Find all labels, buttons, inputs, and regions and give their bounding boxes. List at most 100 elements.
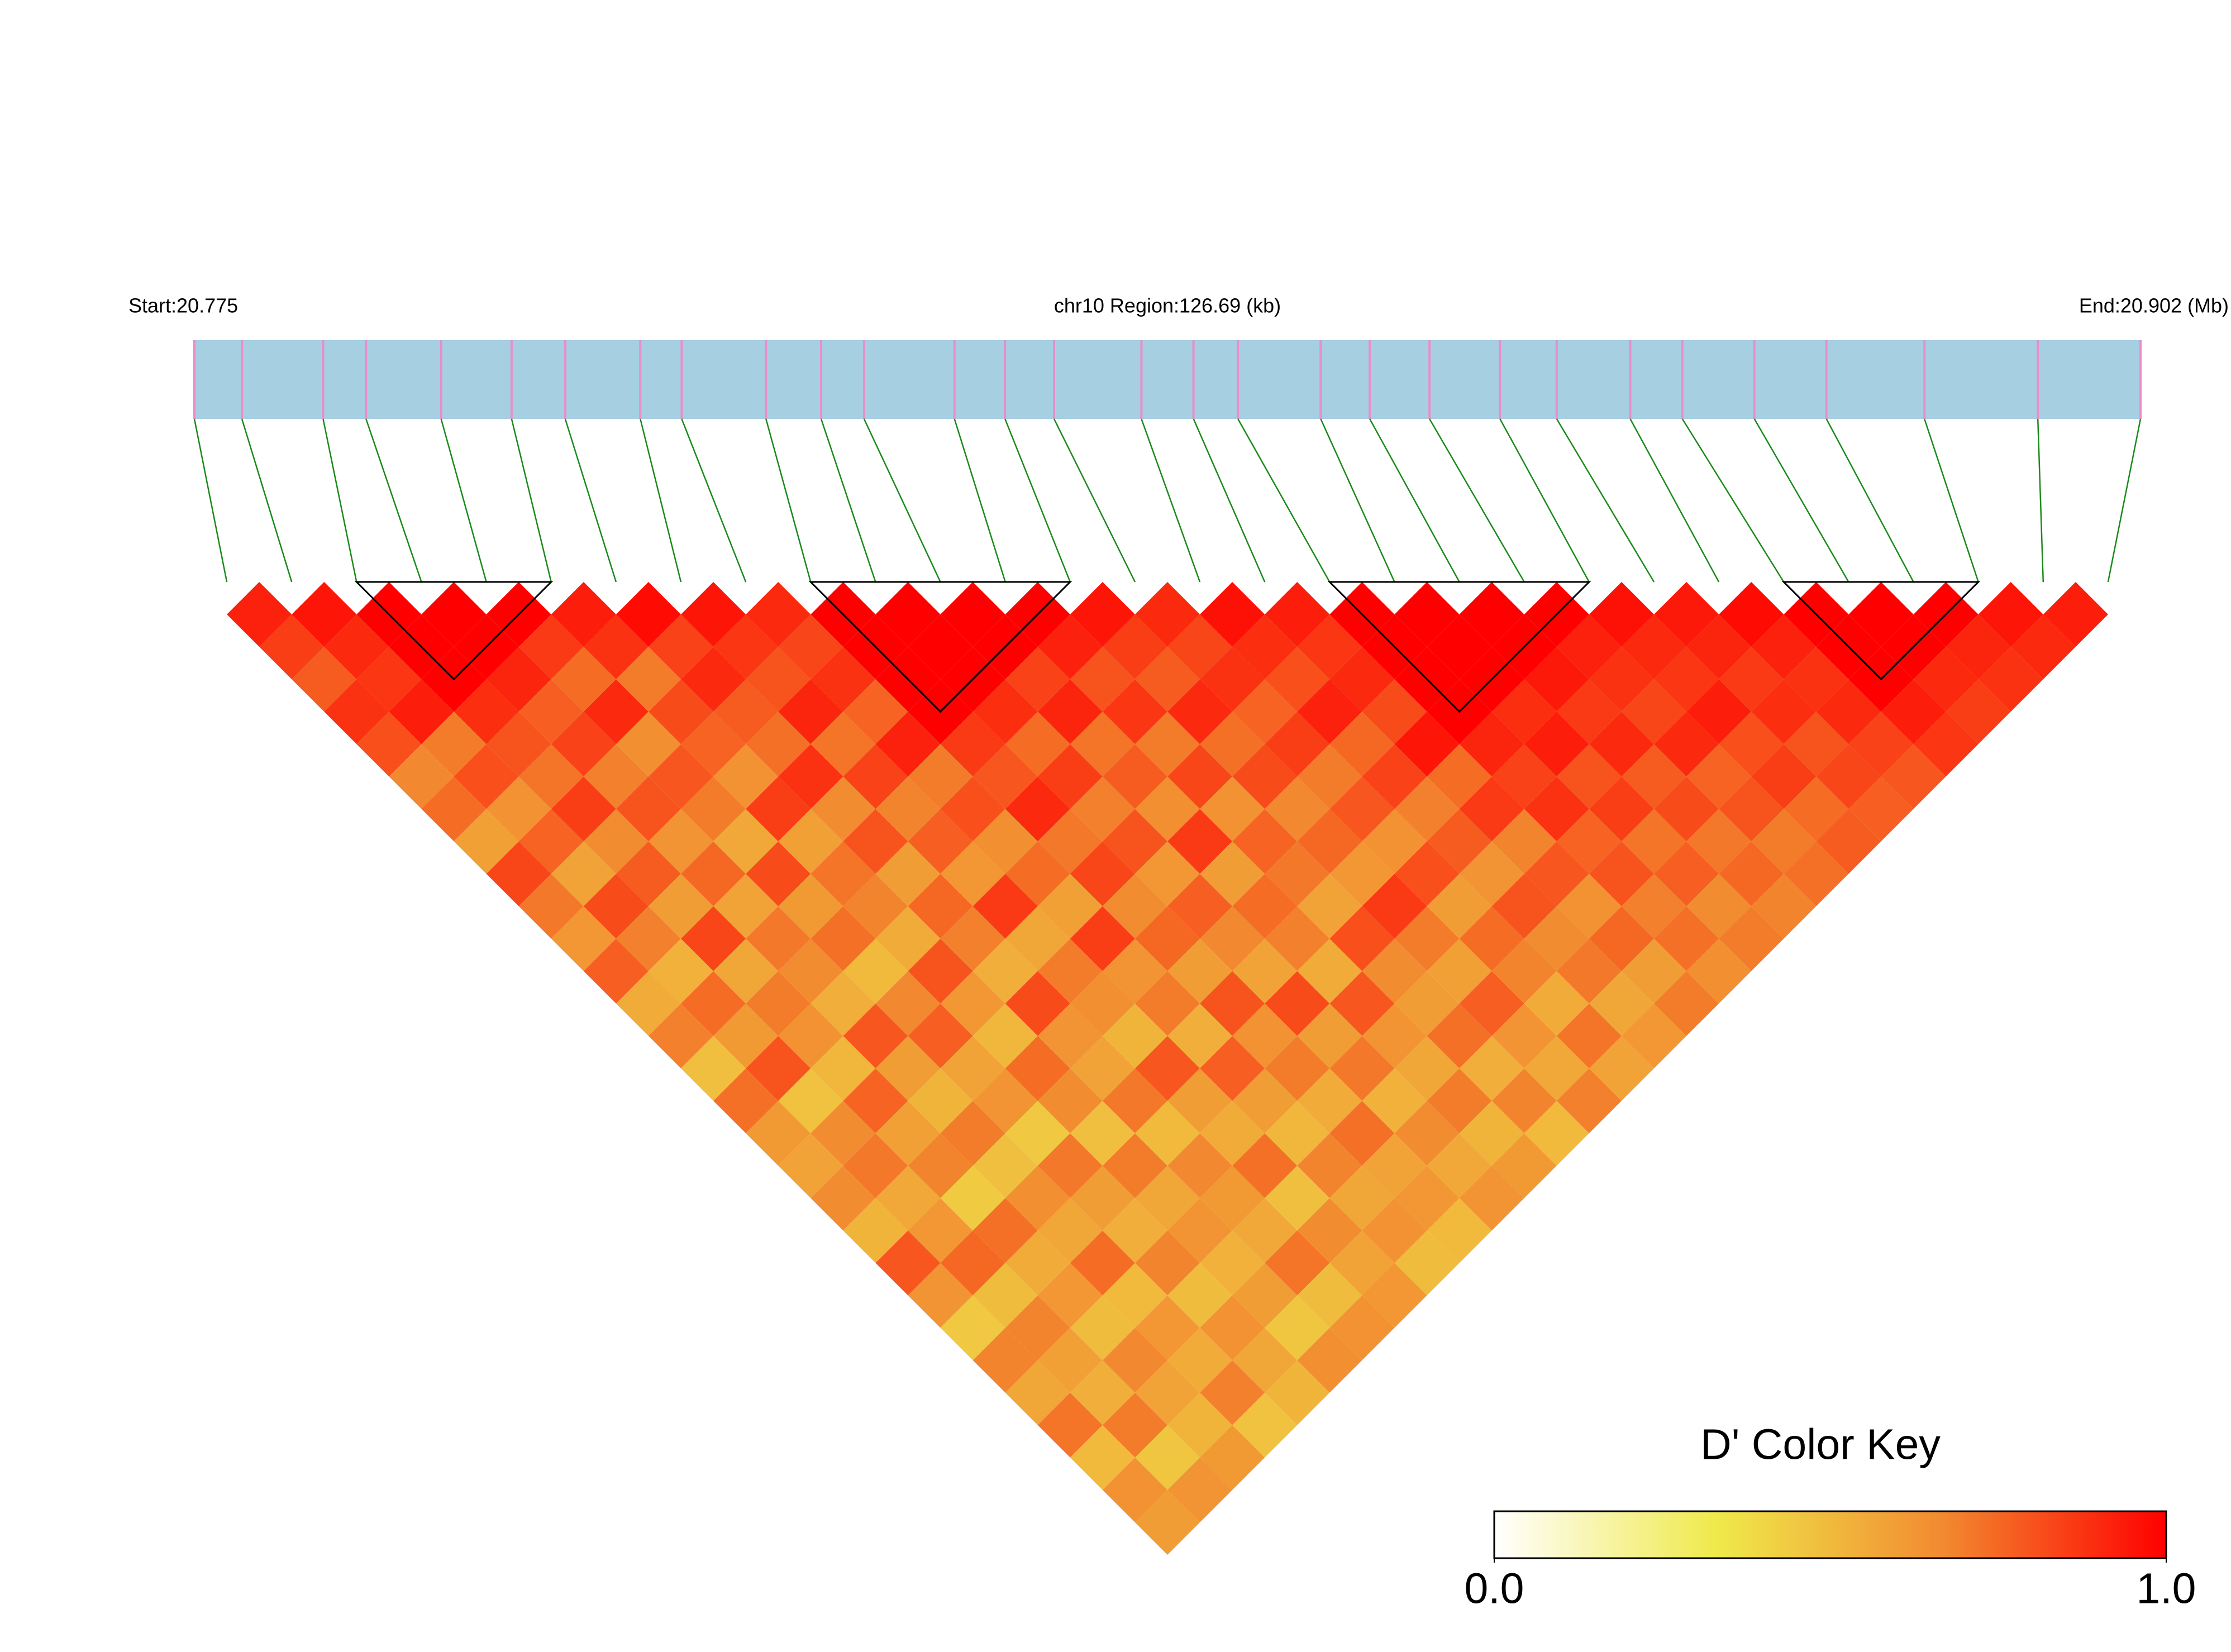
ld-cell <box>1005 971 1070 1036</box>
ld-cell <box>1589 1035 1654 1101</box>
ld-cell <box>1556 938 1622 1004</box>
ld-cell <box>1167 679 1233 744</box>
ld-cell <box>1329 1035 1395 1101</box>
ld-cell <box>1686 744 1752 809</box>
ld-cell <box>1719 776 1784 842</box>
ld-cell <box>973 1198 1038 1263</box>
ld-cell <box>518 809 584 874</box>
ld-cell <box>1005 1035 1070 1101</box>
ld-cell <box>1719 906 1784 971</box>
snp-link <box>1825 418 1914 583</box>
ld-cell <box>518 679 584 744</box>
ld-cell <box>1232 1003 1298 1068</box>
snp-link <box>440 418 487 583</box>
start-label: Start:20.775 <box>128 294 238 317</box>
ld-cell <box>1005 1230 1070 1296</box>
snp-link <box>1141 418 1201 583</box>
ld-cell <box>1589 841 1654 906</box>
ld-cell <box>1037 1198 1103 1263</box>
ld-cell <box>1784 712 1849 777</box>
ld-cell <box>1427 809 1492 874</box>
ld-cell <box>1265 776 1330 842</box>
snp-link <box>820 418 876 583</box>
ld-cell <box>1134 712 1200 777</box>
ld-cell <box>1784 647 1849 712</box>
ld-cell <box>1134 1101 1200 1166</box>
ld-cell <box>324 679 389 744</box>
ld-cell <box>1102 679 1167 744</box>
ld-cell <box>1589 582 1654 647</box>
ld-cell <box>1200 712 1265 777</box>
snp-link <box>1193 418 1266 583</box>
ld-cell <box>1102 809 1167 874</box>
ld-cell <box>1200 647 1265 712</box>
ld-cell <box>1005 1166 1070 1231</box>
ld-cell <box>1070 1360 1135 1425</box>
ld-cell <box>1491 809 1557 874</box>
ld-cell <box>973 1328 1038 1393</box>
ld-cell <box>1816 809 1881 874</box>
chart-title: chr10 Region:126.69 (kb) <box>1054 294 1281 317</box>
ld-cell <box>1491 938 1557 1004</box>
ld-cell <box>518 873 584 939</box>
ld-cell <box>1654 776 1719 842</box>
ld-cell <box>1200 582 1265 647</box>
snp-link <box>2107 418 2142 583</box>
ld-cell <box>1524 971 1589 1036</box>
colorbar-title: D' Color Key <box>1700 1420 1941 1468</box>
colorbar <box>1493 1510 2167 1559</box>
ld-cell <box>1491 1003 1557 1068</box>
ld-cell <box>1167 809 1233 874</box>
snp-link <box>1753 418 1849 583</box>
ld-cell <box>1329 906 1395 971</box>
ld-cell <box>1265 582 1330 647</box>
ld-cell <box>1589 776 1654 842</box>
ld-cell <box>1265 647 1330 712</box>
ld-cell <box>1200 841 1265 906</box>
ld-cell <box>908 1198 973 1263</box>
ld-cell <box>1394 1230 1460 1296</box>
ld-cell <box>1978 647 2043 712</box>
snp-link <box>365 418 422 583</box>
ld-cell <box>1102 1068 1167 1134</box>
ld-cell <box>1751 614 1817 680</box>
snp-link <box>193 418 228 583</box>
ld-cell <box>1102 873 1167 939</box>
ld-cell <box>1784 776 1849 842</box>
ld-cell <box>746 647 811 712</box>
ld-cell <box>1329 776 1395 842</box>
ld-cell <box>1167 1198 1233 1263</box>
ld-cell <box>1265 1035 1330 1101</box>
ld-cell <box>1329 712 1395 777</box>
ld-cell <box>1427 744 1492 809</box>
ld-cell <box>1459 971 1524 1036</box>
ld-cell <box>746 712 811 777</box>
ld-cell <box>1200 1035 1265 1101</box>
ld-cell <box>1134 841 1200 906</box>
ld-cell <box>1200 776 1265 842</box>
ld-cell <box>1459 1035 1524 1101</box>
snp-link <box>1237 418 1331 583</box>
ld-cell <box>1686 809 1752 874</box>
ld-cell <box>1134 776 1200 842</box>
ld-cell <box>1784 841 1849 906</box>
ld-cell <box>1686 614 1752 680</box>
ld-cell <box>1524 1035 1589 1101</box>
ld-cell <box>1265 1101 1330 1166</box>
ld-cell <box>1427 614 1492 680</box>
ld-cell <box>908 1133 973 1199</box>
ld-cell <box>1913 712 1979 777</box>
ld-cell <box>1621 1003 1687 1068</box>
ld-cell <box>1167 873 1233 939</box>
snp-link <box>241 418 293 583</box>
ld-cell <box>1719 712 1784 777</box>
ld-cell <box>1556 744 1622 809</box>
snp-link <box>511 418 552 583</box>
snp-link <box>1681 418 1785 583</box>
ld-block <box>1781 581 1981 681</box>
ld-cell <box>1297 744 1362 809</box>
ld-cell <box>1427 1003 1492 1068</box>
ld-cell <box>1589 712 1654 777</box>
ld-cell <box>1102 1198 1167 1263</box>
